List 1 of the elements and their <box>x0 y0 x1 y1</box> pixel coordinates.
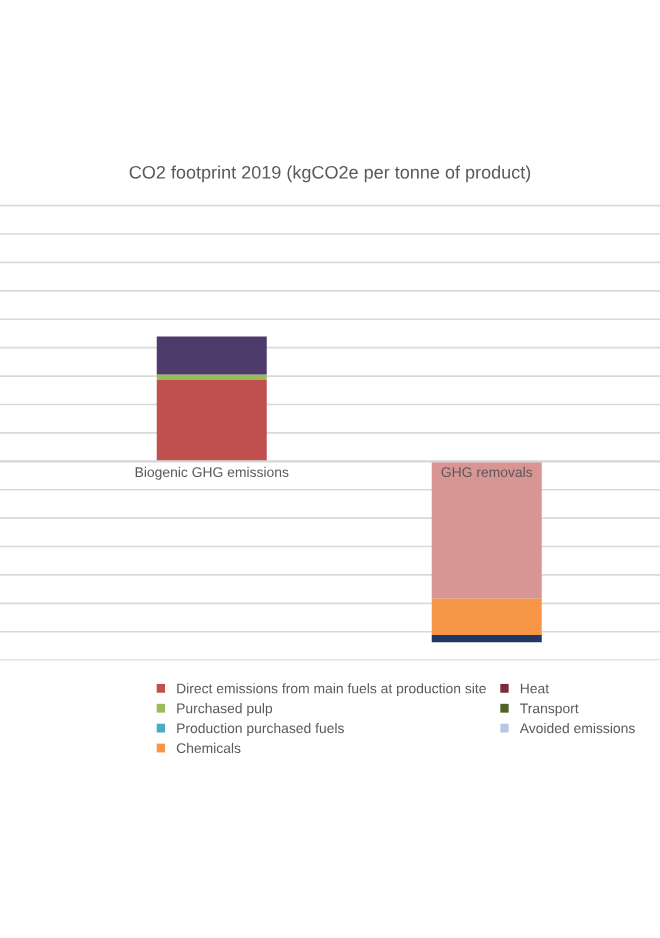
chart-title: CO2 footprint 2019 (kgCO2e per tonne of product) <box>129 165 531 183</box>
